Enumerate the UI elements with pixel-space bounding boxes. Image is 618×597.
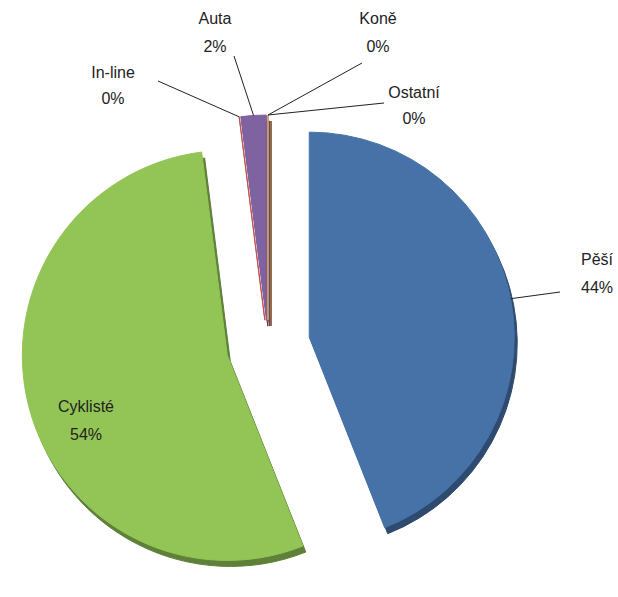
slice-value: 54% <box>70 426 102 443</box>
pie-slice <box>268 115 269 320</box>
chart-container: Pěší 44% Cyklisté 54% In-line 0% Auta 2% Koně 0% O… <box>0 0 618 597</box>
slice-value: 44% <box>581 279 613 296</box>
slice-name: In-line <box>91 64 135 81</box>
slice-depth <box>271 121 272 326</box>
slice-depth <box>271 121 272 326</box>
plot-area <box>22 115 517 566</box>
leader-line <box>268 103 384 115</box>
chart-svg: Pěší 44% Cyklisté 54% In-line 0% Auta 2% Koně 0% O… <box>0 0 618 597</box>
pie-slice <box>268 115 269 320</box>
slice-value: 0% <box>366 38 389 55</box>
pie-slice <box>241 115 267 320</box>
slice-name: Cyklisté <box>58 398 114 415</box>
leader-line <box>234 56 254 115</box>
slice-name: Ostatní <box>388 84 440 101</box>
slice-value: 0% <box>402 110 425 127</box>
slice-name: Koně <box>359 10 396 27</box>
slice-name: Pěší <box>581 251 614 268</box>
data-labels: Pěší 44% Cyklisté 54% In-line 0% Auta 2% Koně 0% O… <box>58 10 614 443</box>
slice-value: 0% <box>101 90 124 107</box>
pie-slice <box>309 132 514 528</box>
leader-line <box>511 292 560 299</box>
slice-name: Auta <box>199 10 232 27</box>
leader-line <box>158 81 239 117</box>
slice-value: 2% <box>203 38 226 55</box>
